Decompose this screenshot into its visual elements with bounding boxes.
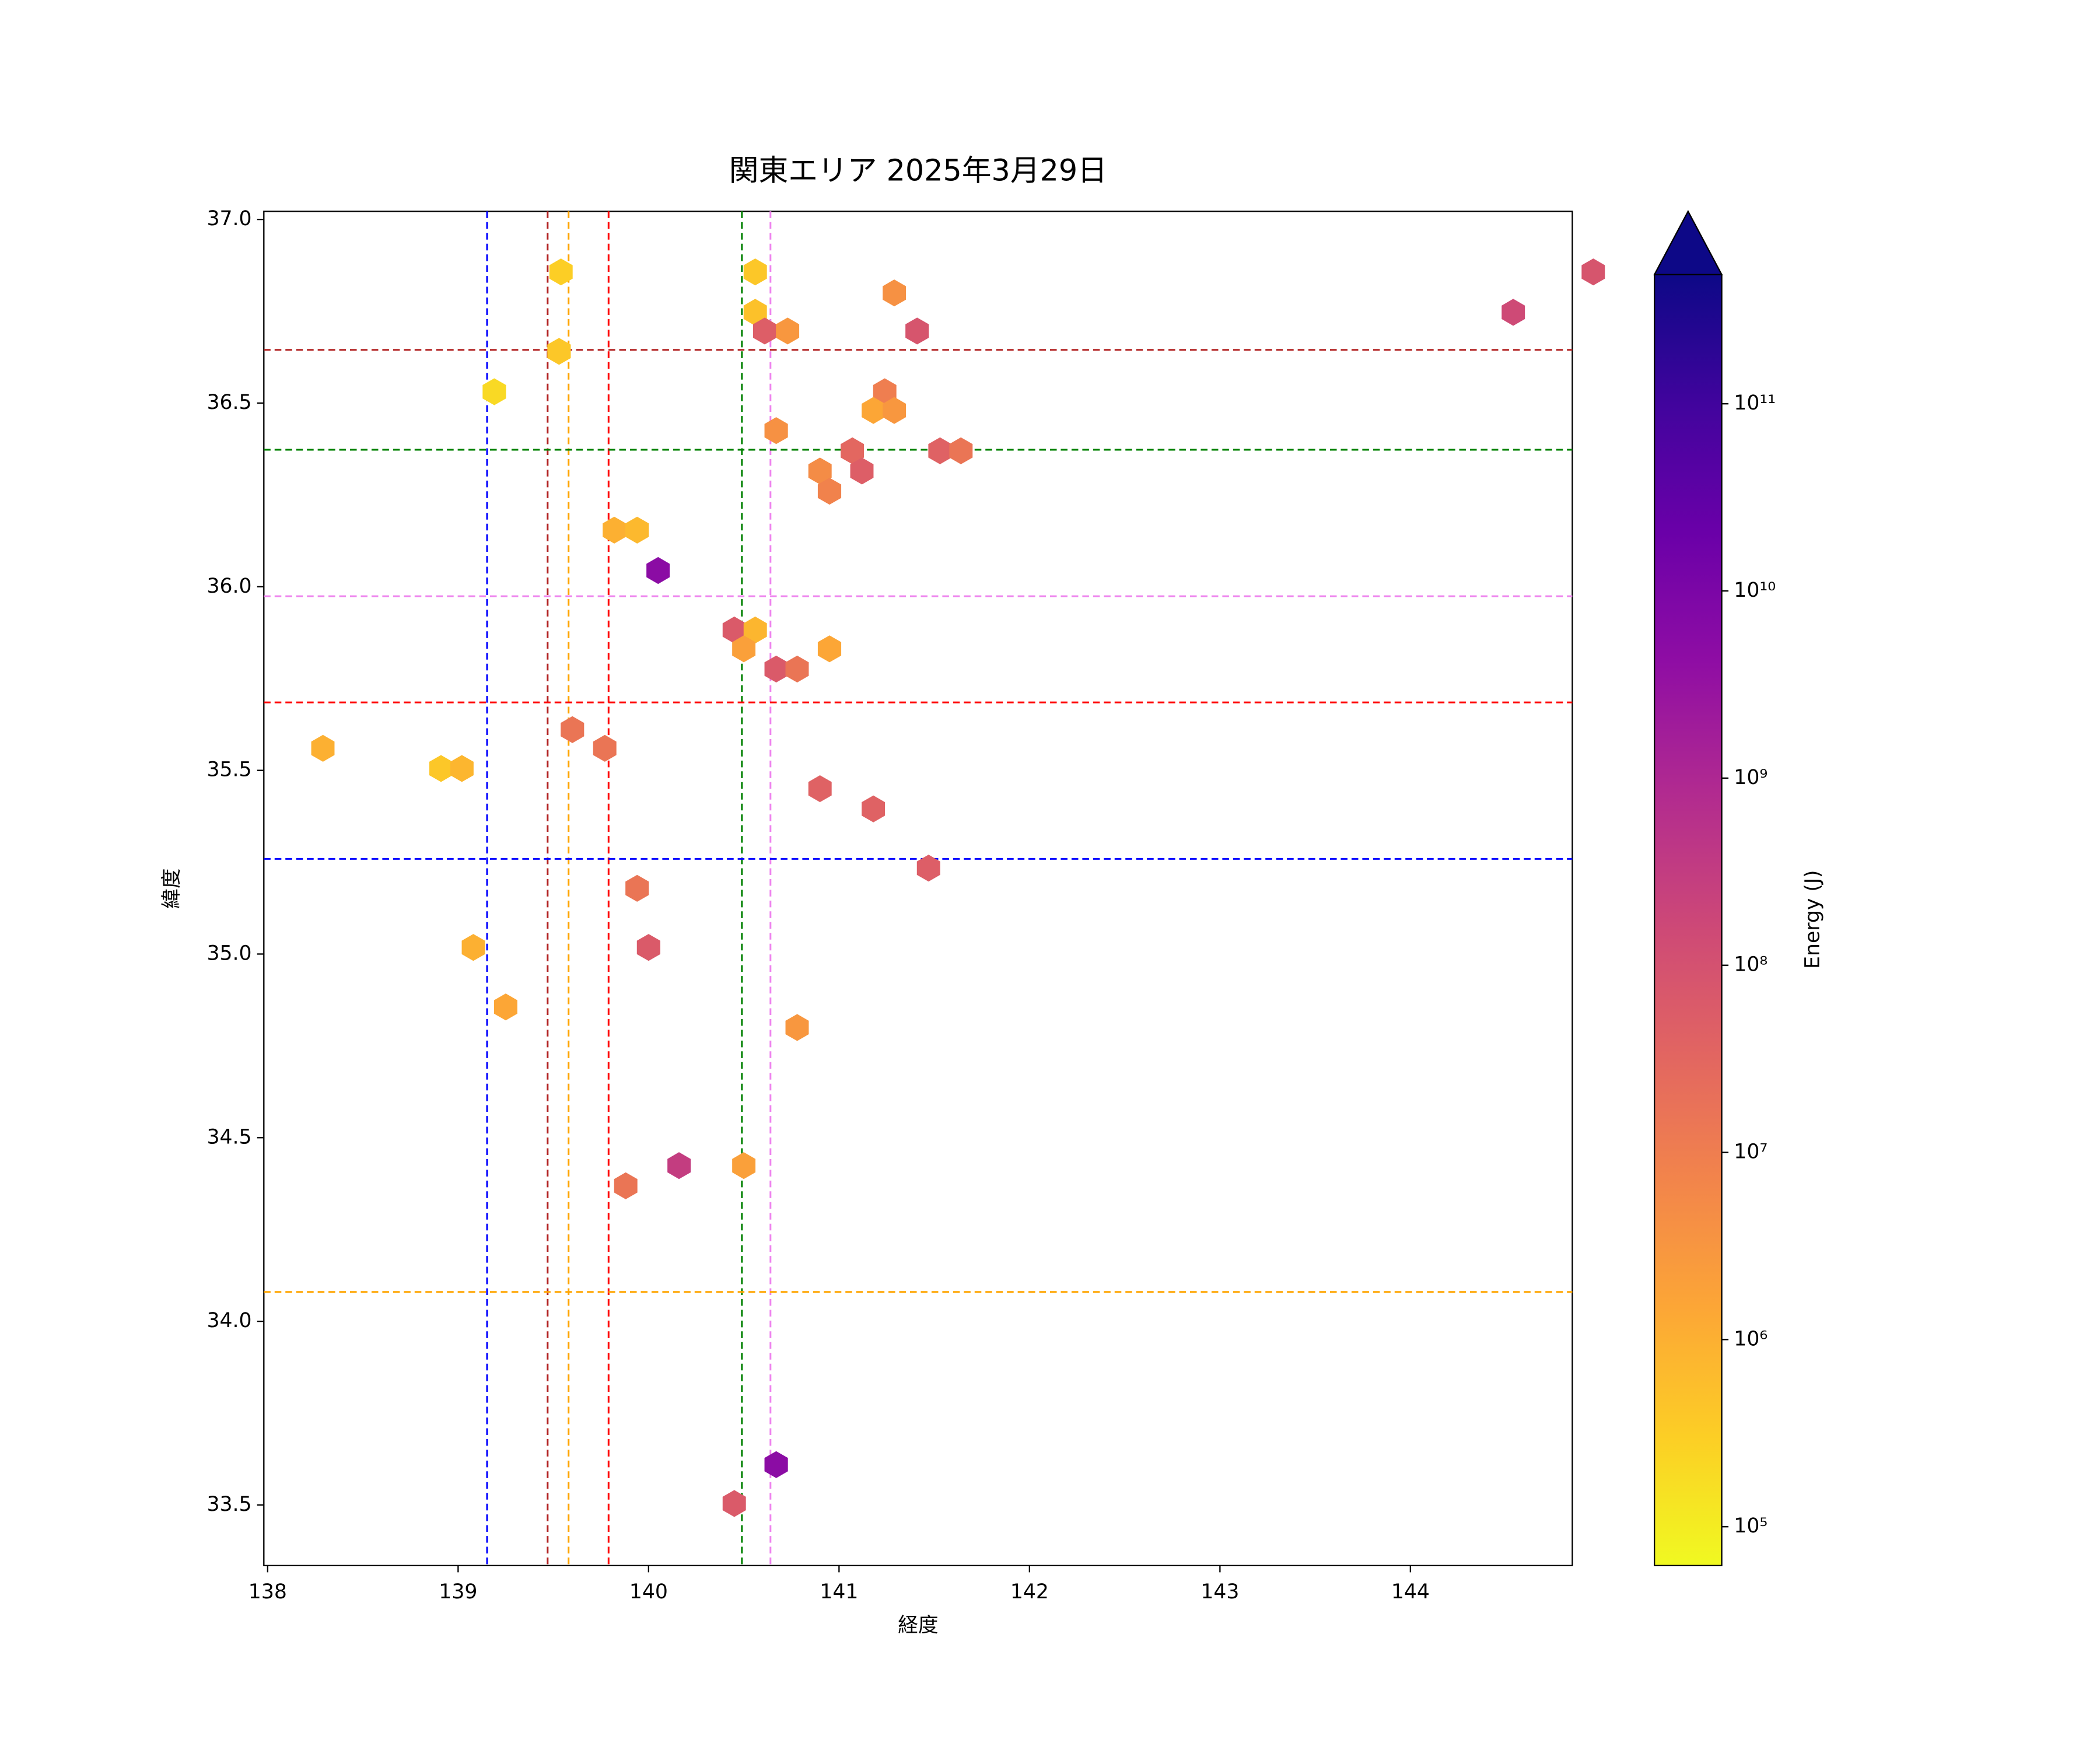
hexbin-cell xyxy=(862,397,886,424)
hexbin-cell xyxy=(928,437,952,464)
hexbin-cell xyxy=(561,716,584,743)
hexbin-cell xyxy=(743,299,767,326)
y-tick-label: 34.5 xyxy=(206,1125,251,1149)
hexbin-cell xyxy=(873,378,897,405)
hexbin-cell xyxy=(883,397,907,424)
y-tick-label: 37.0 xyxy=(206,207,251,230)
hexbin-cell xyxy=(785,1014,809,1041)
x-tick-label: 141 xyxy=(820,1580,858,1604)
colorbar-tick-label: 10⁶ xyxy=(1734,1327,1768,1350)
hexbin-cell xyxy=(841,437,864,464)
x-tick-label: 139 xyxy=(439,1580,477,1604)
x-tick-label: 138 xyxy=(249,1580,287,1604)
hexbin-cell xyxy=(482,378,506,405)
hexbin-cell xyxy=(549,258,573,286)
y-tick-label: 34.0 xyxy=(206,1309,251,1332)
colorbar-extend-arrow xyxy=(1653,209,1723,275)
hexbin-cell xyxy=(429,755,453,782)
chart-title: 関東エリア 2025年3月29日 xyxy=(729,153,1107,187)
hexbin-cell xyxy=(625,874,649,902)
hexbin-cell xyxy=(752,317,777,345)
hexbin-cell xyxy=(785,655,809,682)
hexbin-cell xyxy=(722,1490,746,1517)
y-tick-label: 36.0 xyxy=(206,575,251,598)
hexbin-cell xyxy=(636,934,660,961)
hexbin-cell xyxy=(850,457,874,485)
hexbin-cell xyxy=(593,734,617,762)
hexbin-cell xyxy=(883,279,907,307)
hexbin-cell xyxy=(732,635,756,663)
hexbin-cell xyxy=(646,556,670,584)
hexbin-cell xyxy=(949,437,973,464)
hexbin-cell xyxy=(1581,258,1605,286)
colorbar-tick-label: 10⁹ xyxy=(1734,766,1768,789)
y-axis-label: 緯度 xyxy=(160,868,183,908)
x-axis-label: 経度 xyxy=(898,1614,938,1637)
colorbar-label: Energy (J) xyxy=(1801,870,1824,968)
hexbin-cell xyxy=(1502,299,1525,326)
hexbin-cell xyxy=(722,616,746,644)
hexbin-cell xyxy=(808,775,832,803)
colorbar xyxy=(1654,274,1723,1566)
hexbin-cell xyxy=(311,734,335,762)
hexbin-cell xyxy=(817,635,842,663)
hexbin-cell xyxy=(743,258,767,286)
hexbin-cell xyxy=(743,616,767,644)
y-tick-label: 36.5 xyxy=(206,391,251,414)
hexbin-cell xyxy=(625,516,649,544)
hexbin-cell xyxy=(732,1152,756,1180)
hexbin-cell xyxy=(764,1451,788,1478)
y-tick-label: 35.5 xyxy=(206,758,251,782)
hexbin-cell xyxy=(808,457,832,485)
colorbar-tick-label: 10⁷ xyxy=(1734,1140,1768,1164)
hexbin-cell xyxy=(461,934,485,961)
y-tick-label: 33.5 xyxy=(206,1493,251,1516)
colorbar-tick-label: 10⁸ xyxy=(1734,953,1768,977)
hexbin-cell xyxy=(764,655,788,682)
x-tick-label: 144 xyxy=(1391,1580,1430,1604)
hexbin-cell xyxy=(450,755,474,782)
x-tick-label: 143 xyxy=(1200,1580,1239,1604)
hexbin-cell xyxy=(494,993,517,1021)
hexbin-cell xyxy=(547,338,571,365)
x-tick-label: 140 xyxy=(629,1580,668,1604)
y-tick-label: 35.0 xyxy=(206,942,251,965)
hexbin-cell xyxy=(667,1152,691,1180)
hexbin-cell xyxy=(916,855,940,882)
colorbar-tick-label: 10¹⁰ xyxy=(1734,579,1776,602)
hexbin-cell xyxy=(817,478,842,505)
plot-frame xyxy=(263,211,1573,1566)
x-tick-label: 142 xyxy=(1010,1580,1049,1604)
hexbin-cell xyxy=(776,317,800,345)
hexbin-cell xyxy=(764,417,788,444)
colorbar-tick-label: 10¹¹ xyxy=(1734,391,1776,415)
hexbin-cell xyxy=(905,317,929,345)
hexbin-cell xyxy=(603,516,626,544)
hexbin-cell xyxy=(862,795,886,822)
colorbar-tick-label: 10⁵ xyxy=(1734,1514,1768,1538)
hexbin-cell xyxy=(614,1172,638,1199)
